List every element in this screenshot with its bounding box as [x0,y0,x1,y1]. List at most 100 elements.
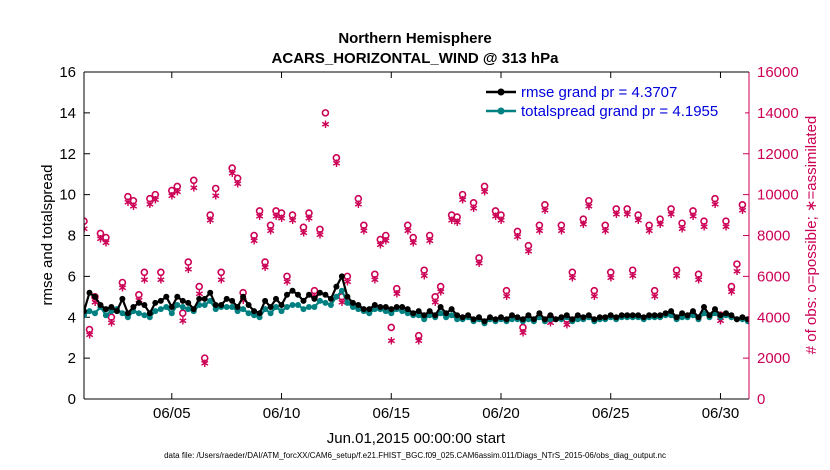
obs-assimilated-47: ∗ [386,334,396,348]
obs-assimilated-65: ∗ [512,230,522,244]
rmse-point-16 [168,304,175,310]
obs-assimilated-84: ∗ [650,289,660,303]
rmse-point-83 [536,310,543,317]
totalspread-point-42 [311,304,318,310]
x-tick-label-2: 06/15 [372,405,410,422]
obs-assimilated-44: ∗ [370,272,380,286]
totalspread-point-17 [174,302,181,308]
legend: rmse grand pr = 4.3707 totalspread grand… [481,80,745,120]
obs-possible-61 [480,182,489,191]
rmse-point-59 [404,306,411,313]
rmse-point-81 [525,312,532,319]
totalspread-point-15 [163,304,170,310]
y-tick-label-right-4: 8000 [757,228,790,245]
rmse-point-1 [86,289,93,296]
x-tick-label-3: 06/20 [482,405,520,422]
y-tick-label-left-3: 6 [68,268,76,285]
rmse-point-2 [92,293,98,300]
obs-assimilated-57: ∗ [452,215,462,229]
obs-possible-90 [694,270,703,279]
obs-possible-69 [541,201,549,209]
obs-possible-14 [167,186,176,195]
rmse-point-48 [344,293,351,300]
obs-possible-3 [96,229,105,238]
rmse-point-41 [306,291,312,298]
totalspread-point-67 [448,312,455,319]
rmse-point-9 [130,304,137,310]
rmse-point-22 [201,295,208,302]
obs-possible-8 [129,196,138,205]
totalspread-point-52 [366,310,373,317]
rmse-point-106 [662,310,669,317]
x-tick-label-4: 06/25 [592,405,630,422]
rmse-point-99 [624,312,631,319]
obs-possible-20 [206,211,214,219]
totalspread-point-4 [102,312,109,319]
obs-assimilated-9: ∗ [134,293,144,307]
rmse-point-27 [229,297,236,304]
plot-area [84,72,749,399]
obs-possible-46 [381,231,390,240]
totalspread-point-35 [273,304,279,310]
y-tick-label-right-5: 10000 [757,187,799,204]
rmse-point-109 [679,310,686,317]
legend-rmse-marker [497,88,505,96]
obs-assimilated-56: ∗ [447,213,457,227]
y-tick-label-right-6: 12000 [757,146,799,163]
rmse-point-105 [657,312,664,319]
rmse-point-55 [382,304,389,310]
obs-possible-42 [354,194,363,203]
y-axis-label-left: rmse and totalspread [39,165,56,306]
rmse-point-108 [673,314,680,321]
rmse-point-102 [640,314,647,321]
rmse-point-35 [273,295,279,302]
totalspread-point-28 [234,308,241,315]
x-tick-labels: 06/05 06/10 06/15 06/20 06/25 06/30 [153,405,739,422]
rmse-point-53 [371,302,378,308]
obs-assimilated-2: ∗ [90,295,100,309]
obs-possible-47 [387,323,396,332]
totalspread-point-56 [388,310,395,317]
rmse-point-19 [185,299,192,306]
totalspread-point-12 [146,314,153,321]
obs-assimilated-21: ∗ [211,189,221,203]
obs-assimilated-17: ∗ [183,262,193,276]
rmse-point-76 [498,314,504,321]
obs-possible-32 [283,272,291,281]
obs-assimilated-35: ∗ [304,211,314,225]
totalspread-point-11 [141,312,148,319]
rmse-point-112 [695,314,702,321]
rmse-point-38 [289,287,296,294]
rmse-point-85 [547,312,554,319]
y-tick-label-right-2: 4000 [757,309,790,326]
obs-assimilated-10: ∗ [139,272,149,286]
obs-possible-36 [310,286,319,295]
totalspread-point-29 [240,306,247,313]
obs-possible-51 [414,331,423,340]
obs-assimilated-70: ∗ [545,315,555,329]
obs-possible-57 [453,213,461,221]
totalspread-point-36 [278,308,285,315]
totalspread-point-58 [399,308,406,315]
rmse-point-18 [179,297,186,304]
obs-possible-0 [84,217,88,225]
rmse-point-96 [607,312,614,319]
legend-rmse-label: rmse grand pr = 4.3707 [521,84,677,101]
obs-possible-54 [431,293,439,301]
rmse-point-91 [580,314,587,321]
totalspread-point-2 [92,310,98,317]
rmse-point-58 [399,304,406,310]
rmse-point-95 [602,314,609,321]
rmse-point-120 [739,314,746,321]
obs-possible-64 [502,286,511,295]
totalspread-point-14 [157,306,164,313]
obs-possible-39 [332,154,341,162]
y-tick-label-right-0: 0 [757,391,765,408]
obs-assimilated-64: ∗ [501,289,511,303]
totalspread-point-49 [349,304,356,310]
totalspread-point-18 [179,304,186,310]
rmse-point-70 [465,312,472,319]
totalspread-point-109 [679,314,686,321]
rmse-point-11 [141,302,148,308]
